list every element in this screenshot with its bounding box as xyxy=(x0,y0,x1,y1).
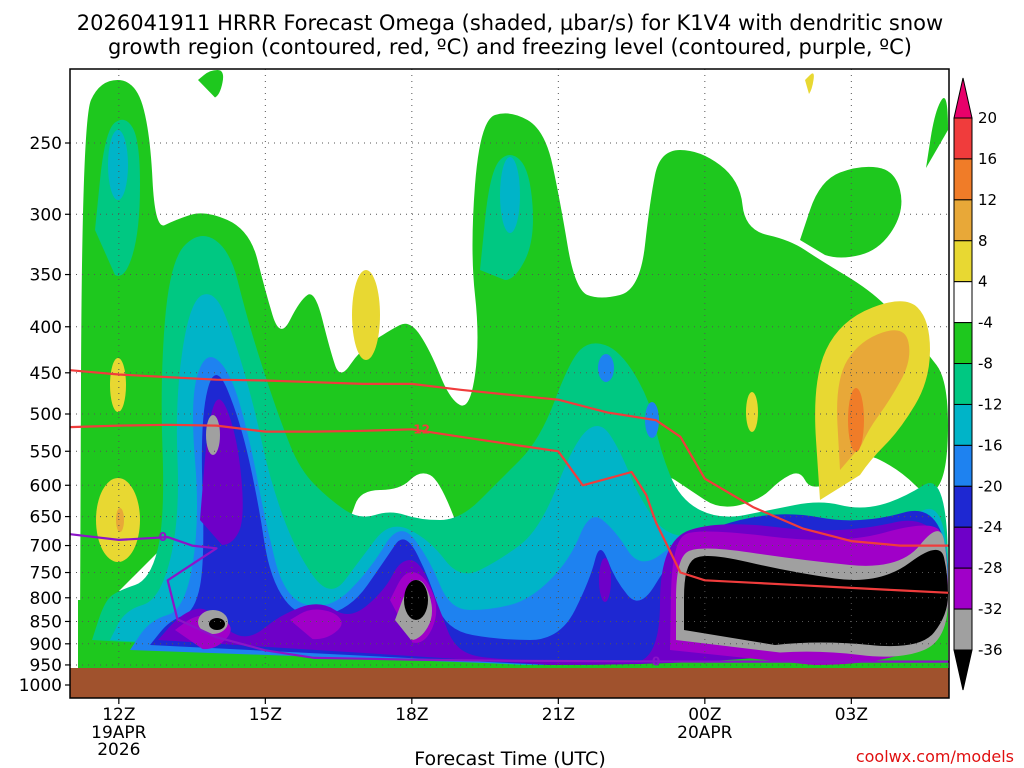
omega-area-ge-minus-8-edge xyxy=(926,98,948,168)
y-tick-label-350: 350 xyxy=(30,266,62,286)
x-tick-year-12Z: 2026 xyxy=(97,740,140,760)
y-tick-label-950: 950 xyxy=(30,656,62,676)
colorbar-label-10: -24 xyxy=(978,518,1003,536)
colorbar-swatch-4 xyxy=(953,240,973,283)
y-tick-label-250: 250 xyxy=(30,134,62,154)
y-tick-label-700: 700 xyxy=(30,537,62,557)
ground-strip xyxy=(70,668,949,698)
colorbar-swatch-9 xyxy=(953,444,973,487)
colorbar-top-arrow xyxy=(953,77,973,119)
colorbar-label-6: -8 xyxy=(978,355,993,373)
omega-area-ge-minus-20-small-1 xyxy=(598,354,614,382)
y-tick-label-550: 550 xyxy=(30,442,62,462)
omega-area-lt-minus-36-left xyxy=(209,618,225,630)
colorbar-label-13: -36 xyxy=(978,641,1003,659)
y-tick-label-650: 650 xyxy=(30,508,62,528)
colorbar-label-7: -12 xyxy=(978,395,1003,413)
omega-area-ge-12-right xyxy=(848,388,864,452)
omega-area-ge-4-top xyxy=(805,73,814,94)
colorbar-swatch-11 xyxy=(953,526,973,569)
colorbar-swatch-7 xyxy=(953,363,973,405)
y-tick-label-1000: 1000 xyxy=(19,676,62,696)
x-tick-label-03Z: 03Z xyxy=(835,705,868,725)
omega-area-ge-minus-36-column xyxy=(206,415,220,455)
omega-area-ge-minus-8-top xyxy=(198,70,224,98)
colorbar-swatch-10 xyxy=(953,485,973,528)
y-tick-label-750: 750 xyxy=(30,564,62,584)
contour-lines: 12 0 0 xyxy=(70,369,949,669)
colorbar-swatch-6 xyxy=(953,322,973,365)
colorbar-swatch-1 xyxy=(953,117,973,160)
y-tick-label-450: 450 xyxy=(30,364,62,384)
gridlines xyxy=(70,69,949,668)
omega-area-ge-4-left xyxy=(110,358,126,412)
omega-area-ge-minus-32-mid xyxy=(290,609,342,640)
omega-area-ge-minus-16-upper-mid xyxy=(500,157,520,233)
colorbar-label-2: 12 xyxy=(978,191,997,209)
omega-area-ge-minus-28-small xyxy=(599,558,611,602)
dgz-contour-label: 12 xyxy=(413,422,430,436)
x-tick-label-12Z: 12Z xyxy=(102,705,135,725)
chart-title-line-1: 2026041911 HRRR Forecast Omega (shaded, … xyxy=(77,11,943,35)
colorbar-swatch-12 xyxy=(953,567,973,610)
omega-area-ge-4-small xyxy=(746,392,758,432)
x-tick-label-18Z: 18Z xyxy=(395,705,428,725)
x-tick-label-15Z: 15Z xyxy=(249,705,282,725)
freezing-contour-label-2: 0 xyxy=(652,655,660,669)
colorbar-swatch-2 xyxy=(953,158,973,201)
dgz-upper-contour xyxy=(70,369,949,547)
colorbar-swatch-13 xyxy=(953,608,973,651)
colorbar-label-8: -16 xyxy=(978,436,1003,454)
y-tick-label-400: 400 xyxy=(30,318,62,338)
x-tick-label-21Z: 21Z xyxy=(542,705,575,725)
x-tick-date-12Z: 19APR xyxy=(91,723,147,743)
omega-area-ge-minus-8-upper-right xyxy=(800,166,902,258)
omega-area-ge-minus-16-upper-left xyxy=(108,130,128,200)
omega-area-ge-4-mid xyxy=(352,270,380,360)
chart-title-line-2: growth region (contoured, red, ºC) and f… xyxy=(108,35,912,59)
y-tick-label-500: 500 xyxy=(30,405,62,425)
y-tick-label-300: 300 xyxy=(30,205,62,225)
colorbar-label-0: 20 xyxy=(978,109,997,127)
colorbar-label-5: -4 xyxy=(978,314,993,332)
colorbar-label-12: -32 xyxy=(978,600,1003,618)
colorbar-swatch-3 xyxy=(953,199,973,242)
dgz-lower-contour xyxy=(70,423,949,594)
plot-frame xyxy=(69,68,950,699)
colorbar-legend: 20 16 12 8 4 -4 -8 -12 -16 -20 -24 -28 -32 -36 xyxy=(953,77,1003,691)
omega-area-lt-minus-36-center xyxy=(404,580,428,620)
y-tick-label-600: 600 xyxy=(30,476,62,496)
omega-area-lt-minus-36-right xyxy=(684,549,948,647)
x-tick-label-00Z: 00Z xyxy=(688,705,721,725)
freezing-level-contour xyxy=(70,533,949,663)
y-tick-label-900: 900 xyxy=(30,635,62,655)
colorbar-label-1: 16 xyxy=(978,150,997,168)
colorbar-label-11: -28 xyxy=(978,559,1003,577)
omega-shading xyxy=(70,70,949,698)
freezing-contour-label-1: 0 xyxy=(159,530,167,544)
credit-text: coolwx.com/models xyxy=(856,747,1014,766)
x-tick-date-00Z: 20APR xyxy=(677,723,733,743)
y-tick-label-800: 800 xyxy=(30,589,62,609)
colorbar-swatch-5 xyxy=(953,281,973,324)
plot-area: 12 0 0 xyxy=(70,69,949,698)
omega-area-ge-8-left-lower xyxy=(116,508,124,532)
colorbar-label-9: -20 xyxy=(978,477,1003,495)
x-axis-title: Forecast Time (UTC) xyxy=(414,748,605,768)
colorbar-bottom-arrow xyxy=(953,649,973,691)
colorbar-swatch-8 xyxy=(953,403,973,446)
colorbar-label-3: 8 xyxy=(978,232,988,250)
y-tick-label-850: 850 xyxy=(30,612,62,632)
colorbar-label-4: 4 xyxy=(978,273,988,291)
